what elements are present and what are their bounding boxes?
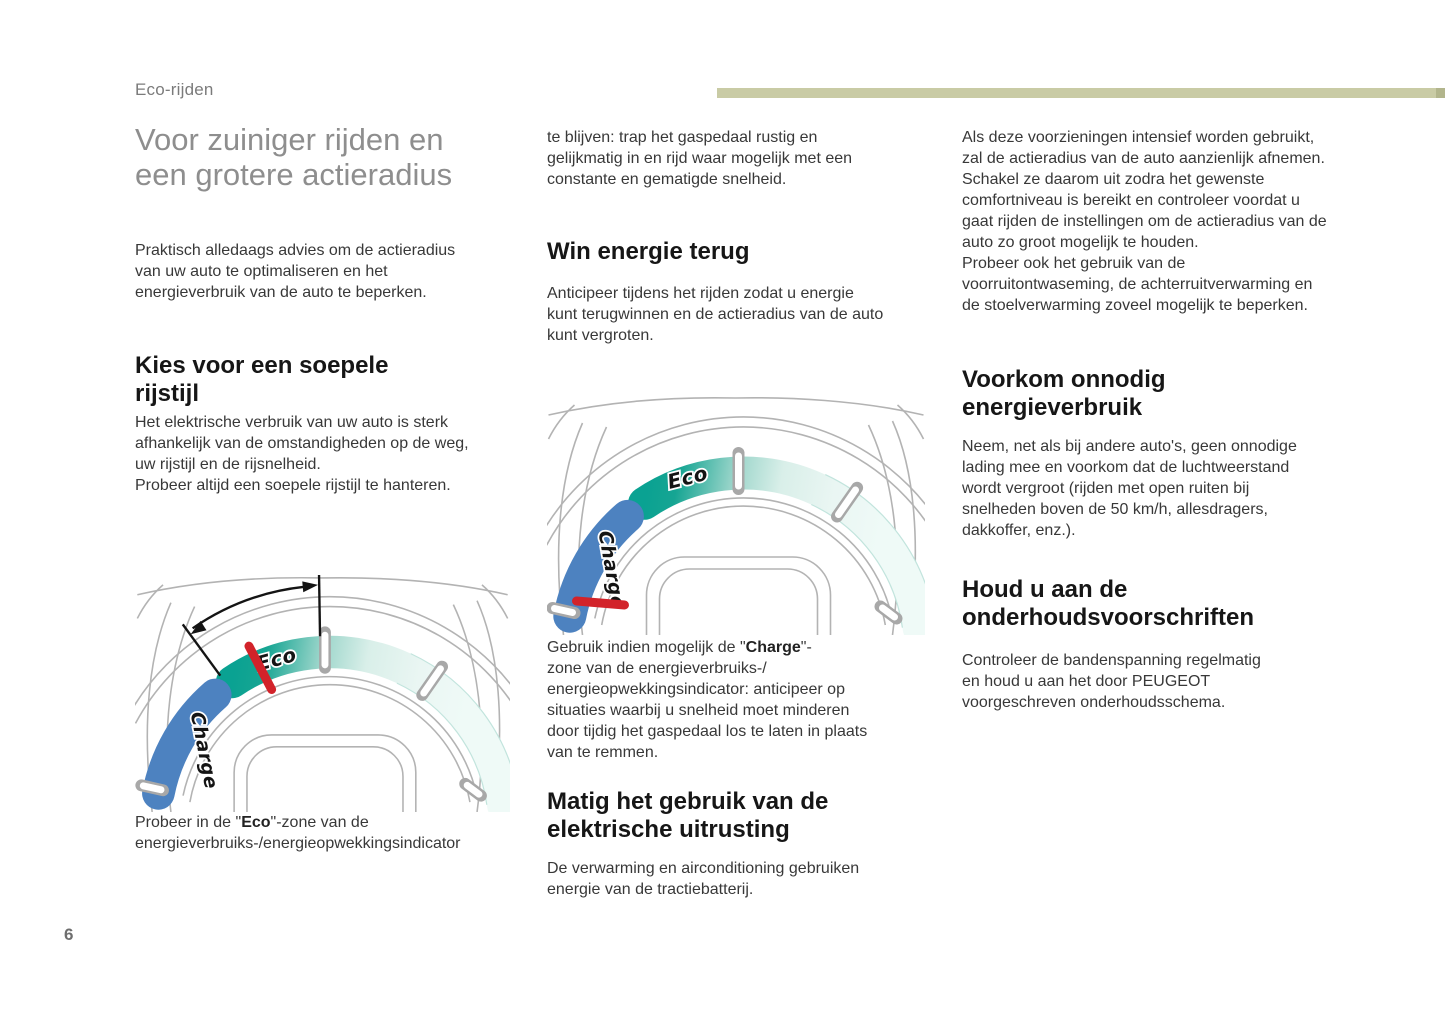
paragraph-soepele-rijstijl: Het elektrische verbruik van uw auto is …	[135, 414, 469, 494]
needle-indicator	[244, 641, 277, 694]
charge-gauge-svg: Eco Charge	[541, 396, 946, 678]
continued-paragraph: te blijven: trap het gaspedaal rustig en…	[547, 129, 853, 188]
paragraph-matig-gebruik: De verwarming en airconditioning gebruik…	[547, 860, 860, 898]
caption-text: Probeer in de "	[135, 814, 242, 831]
paragraph-win-energie: Anticipeer tijdens het rijden zodat u en…	[547, 285, 884, 344]
intro-paragraph: Praktisch alledaags advies om de actiera…	[135, 242, 456, 301]
eco-zone-inner-edge	[396, 682, 488, 805]
caption-bold-eco: Eco	[241, 814, 271, 831]
needle-indicator	[572, 596, 629, 610]
running-header: Eco-rijden	[135, 80, 214, 99]
caption-text-tail: "- zone van de energieverbruiks-/ energi…	[547, 639, 868, 761]
paragraph-voorkom-energieverbruik: Neem, net als bij andere auto's, geen on…	[962, 438, 1297, 539]
eco-range-arrow	[181, 574, 322, 677]
eco-diagram-caption: Probeer in de "Eco"-zone van de energiev…	[135, 812, 525, 854]
paragraph-voorzieningen: Als deze voorzieningen intensief worden …	[962, 129, 1327, 314]
gauge-ticks	[546, 447, 903, 625]
caption-text: Gebruik indien mogelijk de "	[547, 639, 746, 656]
eco-gauge-svg: Eco Charge	[129, 574, 530, 855]
accent-bar	[717, 88, 1445, 98]
gauge-ticks	[135, 626, 487, 802]
dashboard-outlines	[541, 396, 946, 678]
eco-gauge-diagram: Eco Charge	[129, 574, 530, 855]
caption-bold-charge: Charge	[745, 639, 801, 656]
heading-matig-gebruik: Matig het gebruik van de elektrische uit…	[547, 788, 829, 843]
charge-zone-label: Charge	[186, 710, 222, 791]
eco-zone-arc	[628, 456, 936, 645]
paragraph-onderhoudsvoorschriften: Controleer de bandenspanning regelmatig …	[962, 652, 1261, 711]
heading-soepele-rijstijl: Kies voor een soepele rijstijl	[135, 352, 389, 407]
charge-zone-arc	[142, 678, 232, 810]
accent-bar-cap	[1436, 88, 1445, 98]
eco-zone-inner-edge	[811, 503, 903, 628]
heading-win-energie: Win energie terug	[547, 238, 750, 265]
charge-zone-arc	[553, 499, 644, 633]
heading-onderhoudsvoorschriften: Houd u aan de onderhoudsvoorschriften	[962, 576, 1255, 631]
eco-zone-arc	[215, 635, 520, 822]
charge-gauge-diagram: Eco Charge	[541, 395, 946, 678]
caption-text-tail: "-zone van de energieverbruiks-/energieo…	[135, 814, 461, 852]
page-title: Voor zuiniger rijden en een grotere acti…	[135, 122, 453, 192]
charge-diagram-caption: Gebruik indien mogelijk de "Charge"- zon…	[547, 637, 937, 763]
heading-voorkom-energieverbruik: Voorkom onnodig energieverbruik	[962, 366, 1166, 421]
page-number: 6	[64, 925, 74, 944]
